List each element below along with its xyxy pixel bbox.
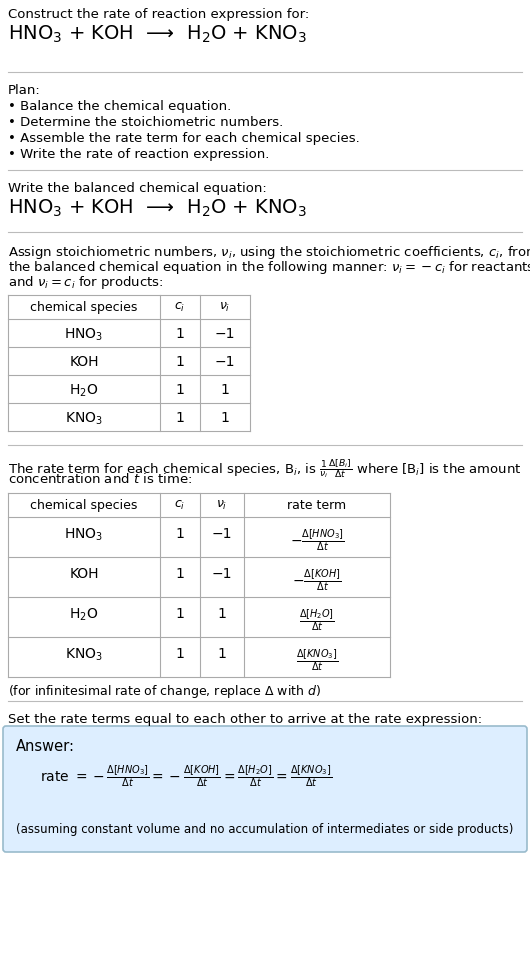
Text: −1: −1 <box>212 567 232 581</box>
Text: 1: 1 <box>175 567 184 581</box>
Text: chemical species: chemical species <box>30 301 138 314</box>
Text: 1: 1 <box>175 355 184 369</box>
Text: chemical species: chemical species <box>30 499 138 512</box>
Text: HNO$_3$: HNO$_3$ <box>64 527 104 544</box>
Text: KOH: KOH <box>69 567 99 581</box>
Text: KNO$_3$: KNO$_3$ <box>65 647 103 664</box>
Text: H$_2$O: H$_2$O <box>69 383 99 399</box>
Text: The rate term for each chemical species, B$_i$, is $\frac{1}{\nu_i}\frac{\Delta[: The rate term for each chemical species,… <box>8 457 522 480</box>
Text: −1: −1 <box>215 327 235 341</box>
Text: and $\nu_i = c_i$ for products:: and $\nu_i = c_i$ for products: <box>8 274 164 291</box>
Text: 1: 1 <box>175 647 184 661</box>
Text: $-\frac{\Delta[HNO_3]}{\Delta t}$: $-\frac{\Delta[HNO_3]}{\Delta t}$ <box>290 527 344 552</box>
Text: $\nu_i$: $\nu_i$ <box>219 301 231 314</box>
Text: the balanced chemical equation in the following manner: $\nu_i = -c_i$ for react: the balanced chemical equation in the fo… <box>8 259 530 276</box>
Text: $\frac{\Delta[H_2O]}{\Delta t}$: $\frac{\Delta[H_2O]}{\Delta t}$ <box>299 607 335 632</box>
Text: KNO$_3$: KNO$_3$ <box>65 411 103 427</box>
Text: 1: 1 <box>175 527 184 541</box>
Text: concentration and $t$ is time:: concentration and $t$ is time: <box>8 472 192 486</box>
Text: 1: 1 <box>220 383 229 397</box>
Text: Answer:: Answer: <box>16 739 75 754</box>
Text: HNO$_3$ + KOH  ⟶  H$_2$O + KNO$_3$: HNO$_3$ + KOH ⟶ H$_2$O + KNO$_3$ <box>8 198 307 220</box>
Text: • Balance the chemical equation.: • Balance the chemical equation. <box>8 100 231 113</box>
Text: HNO$_3$ + KOH  ⟶  H$_2$O + KNO$_3$: HNO$_3$ + KOH ⟶ H$_2$O + KNO$_3$ <box>8 24 307 45</box>
Text: (for infinitesimal rate of change, replace Δ with $d$): (for infinitesimal rate of change, repla… <box>8 683 321 700</box>
Text: $\frac{\Delta[KNO_3]}{\Delta t}$: $\frac{\Delta[KNO_3]}{\Delta t}$ <box>296 647 338 672</box>
Text: $\nu_i$: $\nu_i$ <box>216 499 228 512</box>
Text: rate term: rate term <box>287 499 347 512</box>
Text: $-\frac{\Delta[KOH]}{\Delta t}$: $-\frac{\Delta[KOH]}{\Delta t}$ <box>293 567 341 592</box>
Text: 1: 1 <box>217 647 226 661</box>
Text: Set the rate terms equal to each other to arrive at the rate expression:: Set the rate terms equal to each other t… <box>8 713 482 726</box>
Text: 1: 1 <box>175 411 184 425</box>
Text: $c_i$: $c_i$ <box>174 301 186 314</box>
Text: 1: 1 <box>175 607 184 621</box>
FancyBboxPatch shape <box>3 726 527 852</box>
Text: 1: 1 <box>175 383 184 397</box>
Text: −1: −1 <box>215 355 235 369</box>
Text: $c_i$: $c_i$ <box>174 499 186 512</box>
Text: rate $= -\frac{\Delta[HNO_3]}{\Delta t} = -\frac{\Delta[KOH]}{\Delta t} = \frac{: rate $= -\frac{\Delta[HNO_3]}{\Delta t} … <box>40 763 332 789</box>
Text: HNO$_3$: HNO$_3$ <box>64 327 104 344</box>
Text: 1: 1 <box>220 411 229 425</box>
Text: −1: −1 <box>212 527 232 541</box>
Text: • Determine the stoichiometric numbers.: • Determine the stoichiometric numbers. <box>8 116 283 129</box>
Text: Plan:: Plan: <box>8 84 41 97</box>
Text: 1: 1 <box>217 607 226 621</box>
Text: • Write the rate of reaction expression.: • Write the rate of reaction expression. <box>8 148 269 161</box>
Text: Assign stoichiometric numbers, $\nu_i$, using the stoichiometric coefficients, $: Assign stoichiometric numbers, $\nu_i$, … <box>8 244 530 261</box>
Text: 1: 1 <box>175 327 184 341</box>
Text: H$_2$O: H$_2$O <box>69 607 99 624</box>
Text: Construct the rate of reaction expression for:: Construct the rate of reaction expressio… <box>8 8 309 21</box>
Text: Write the balanced chemical equation:: Write the balanced chemical equation: <box>8 182 267 195</box>
Text: (assuming constant volume and no accumulation of intermediates or side products): (assuming constant volume and no accumul… <box>16 823 514 836</box>
Text: KOH: KOH <box>69 355 99 369</box>
Text: • Assemble the rate term for each chemical species.: • Assemble the rate term for each chemic… <box>8 132 360 145</box>
